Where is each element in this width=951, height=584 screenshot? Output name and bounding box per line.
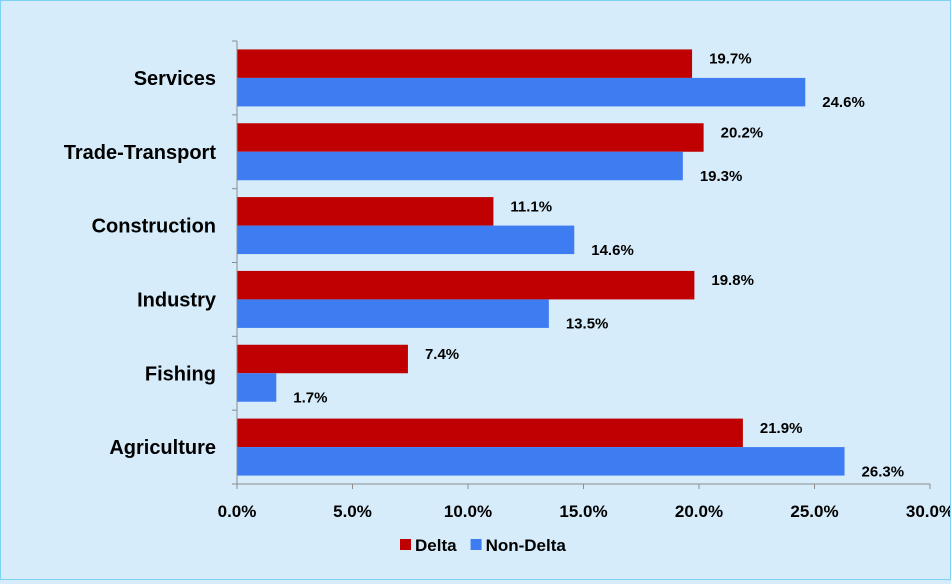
bar-delta-construction bbox=[237, 197, 494, 226]
bar-delta-fishing bbox=[237, 344, 408, 374]
bar-delta-agriculture bbox=[237, 418, 743, 448]
data-label-delta-trade-transport: 20.2% bbox=[721, 125, 764, 142]
legend-label-non-delta: Non-Delta bbox=[486, 536, 567, 555]
data-label-delta-fishing: 7.4% bbox=[425, 346, 459, 363]
bar-non-delta-agriculture bbox=[237, 447, 845, 476]
data-label-non-delta-construction: 14.6% bbox=[591, 242, 634, 259]
bar-non-delta-industry bbox=[237, 299, 549, 328]
bar-non-delta-services bbox=[237, 77, 806, 107]
x-tick-label: 20.0% bbox=[675, 502, 723, 521]
bars bbox=[237, 49, 845, 476]
data-label-delta-construction: 11.1% bbox=[510, 198, 552, 215]
x-tick-label: 25.0% bbox=[790, 502, 838, 521]
data-label-non-delta-agriculture: 26.3% bbox=[862, 463, 905, 480]
category-labels: Services Trade-Transport Construction Indus… bbox=[64, 68, 217, 459]
data-label-delta-agriculture: 21.9% bbox=[760, 420, 803, 437]
category-label-agriculture: Agriculture bbox=[109, 437, 216, 459]
data-label-non-delta-services: 24.6% bbox=[822, 94, 865, 111]
bar-non-delta-fishing bbox=[237, 373, 277, 402]
data-label-non-delta-fishing: 1.7% bbox=[293, 390, 327, 407]
bar-delta-industry bbox=[237, 270, 695, 300]
x-tick-label: 15.0% bbox=[559, 502, 607, 521]
data-labels: 19.7% 24.6% 20.2% 19.3% 11.1% 14.6% 19.8% 13.5%… bbox=[293, 51, 904, 481]
x-tick-label: 10.0% bbox=[444, 502, 492, 521]
legend-label-delta: Delta bbox=[415, 536, 457, 555]
category-label-industry: Industry bbox=[137, 289, 217, 311]
axes bbox=[232, 40, 931, 489]
data-label-non-delta-trade-transport: 19.3% bbox=[700, 168, 743, 185]
legend: Delta Non-Delta bbox=[400, 536, 566, 555]
category-label-fishing: Fishing bbox=[145, 363, 216, 385]
x-tick-labels: 0.0% 5.0% 10.0% 15.0% 20.0% 25.0% 30.0% bbox=[218, 502, 951, 521]
x-tick-label: 30.0% bbox=[906, 502, 950, 521]
data-label-delta-services: 19.7% bbox=[709, 51, 752, 68]
bar-non-delta-construction bbox=[237, 225, 575, 255]
data-label-delta-industry: 19.8% bbox=[711, 272, 754, 289]
category-label-services: Services bbox=[134, 68, 216, 90]
category-label-construction: Construction bbox=[92, 216, 216, 238]
data-label-non-delta-industry: 13.5% bbox=[566, 316, 609, 333]
x-tick-label: 0.0% bbox=[218, 502, 257, 521]
category-label-trade-transport: Trade-Transport bbox=[64, 142, 217, 164]
bar-delta-trade-transport bbox=[237, 123, 704, 152]
bar-delta-services bbox=[237, 49, 693, 78]
legend-swatch-non-delta bbox=[470, 539, 482, 550]
legend-swatch-delta bbox=[400, 539, 411, 550]
x-tick-label: 5.0% bbox=[333, 502, 372, 521]
bar-non-delta-trade-transport bbox=[237, 151, 683, 181]
